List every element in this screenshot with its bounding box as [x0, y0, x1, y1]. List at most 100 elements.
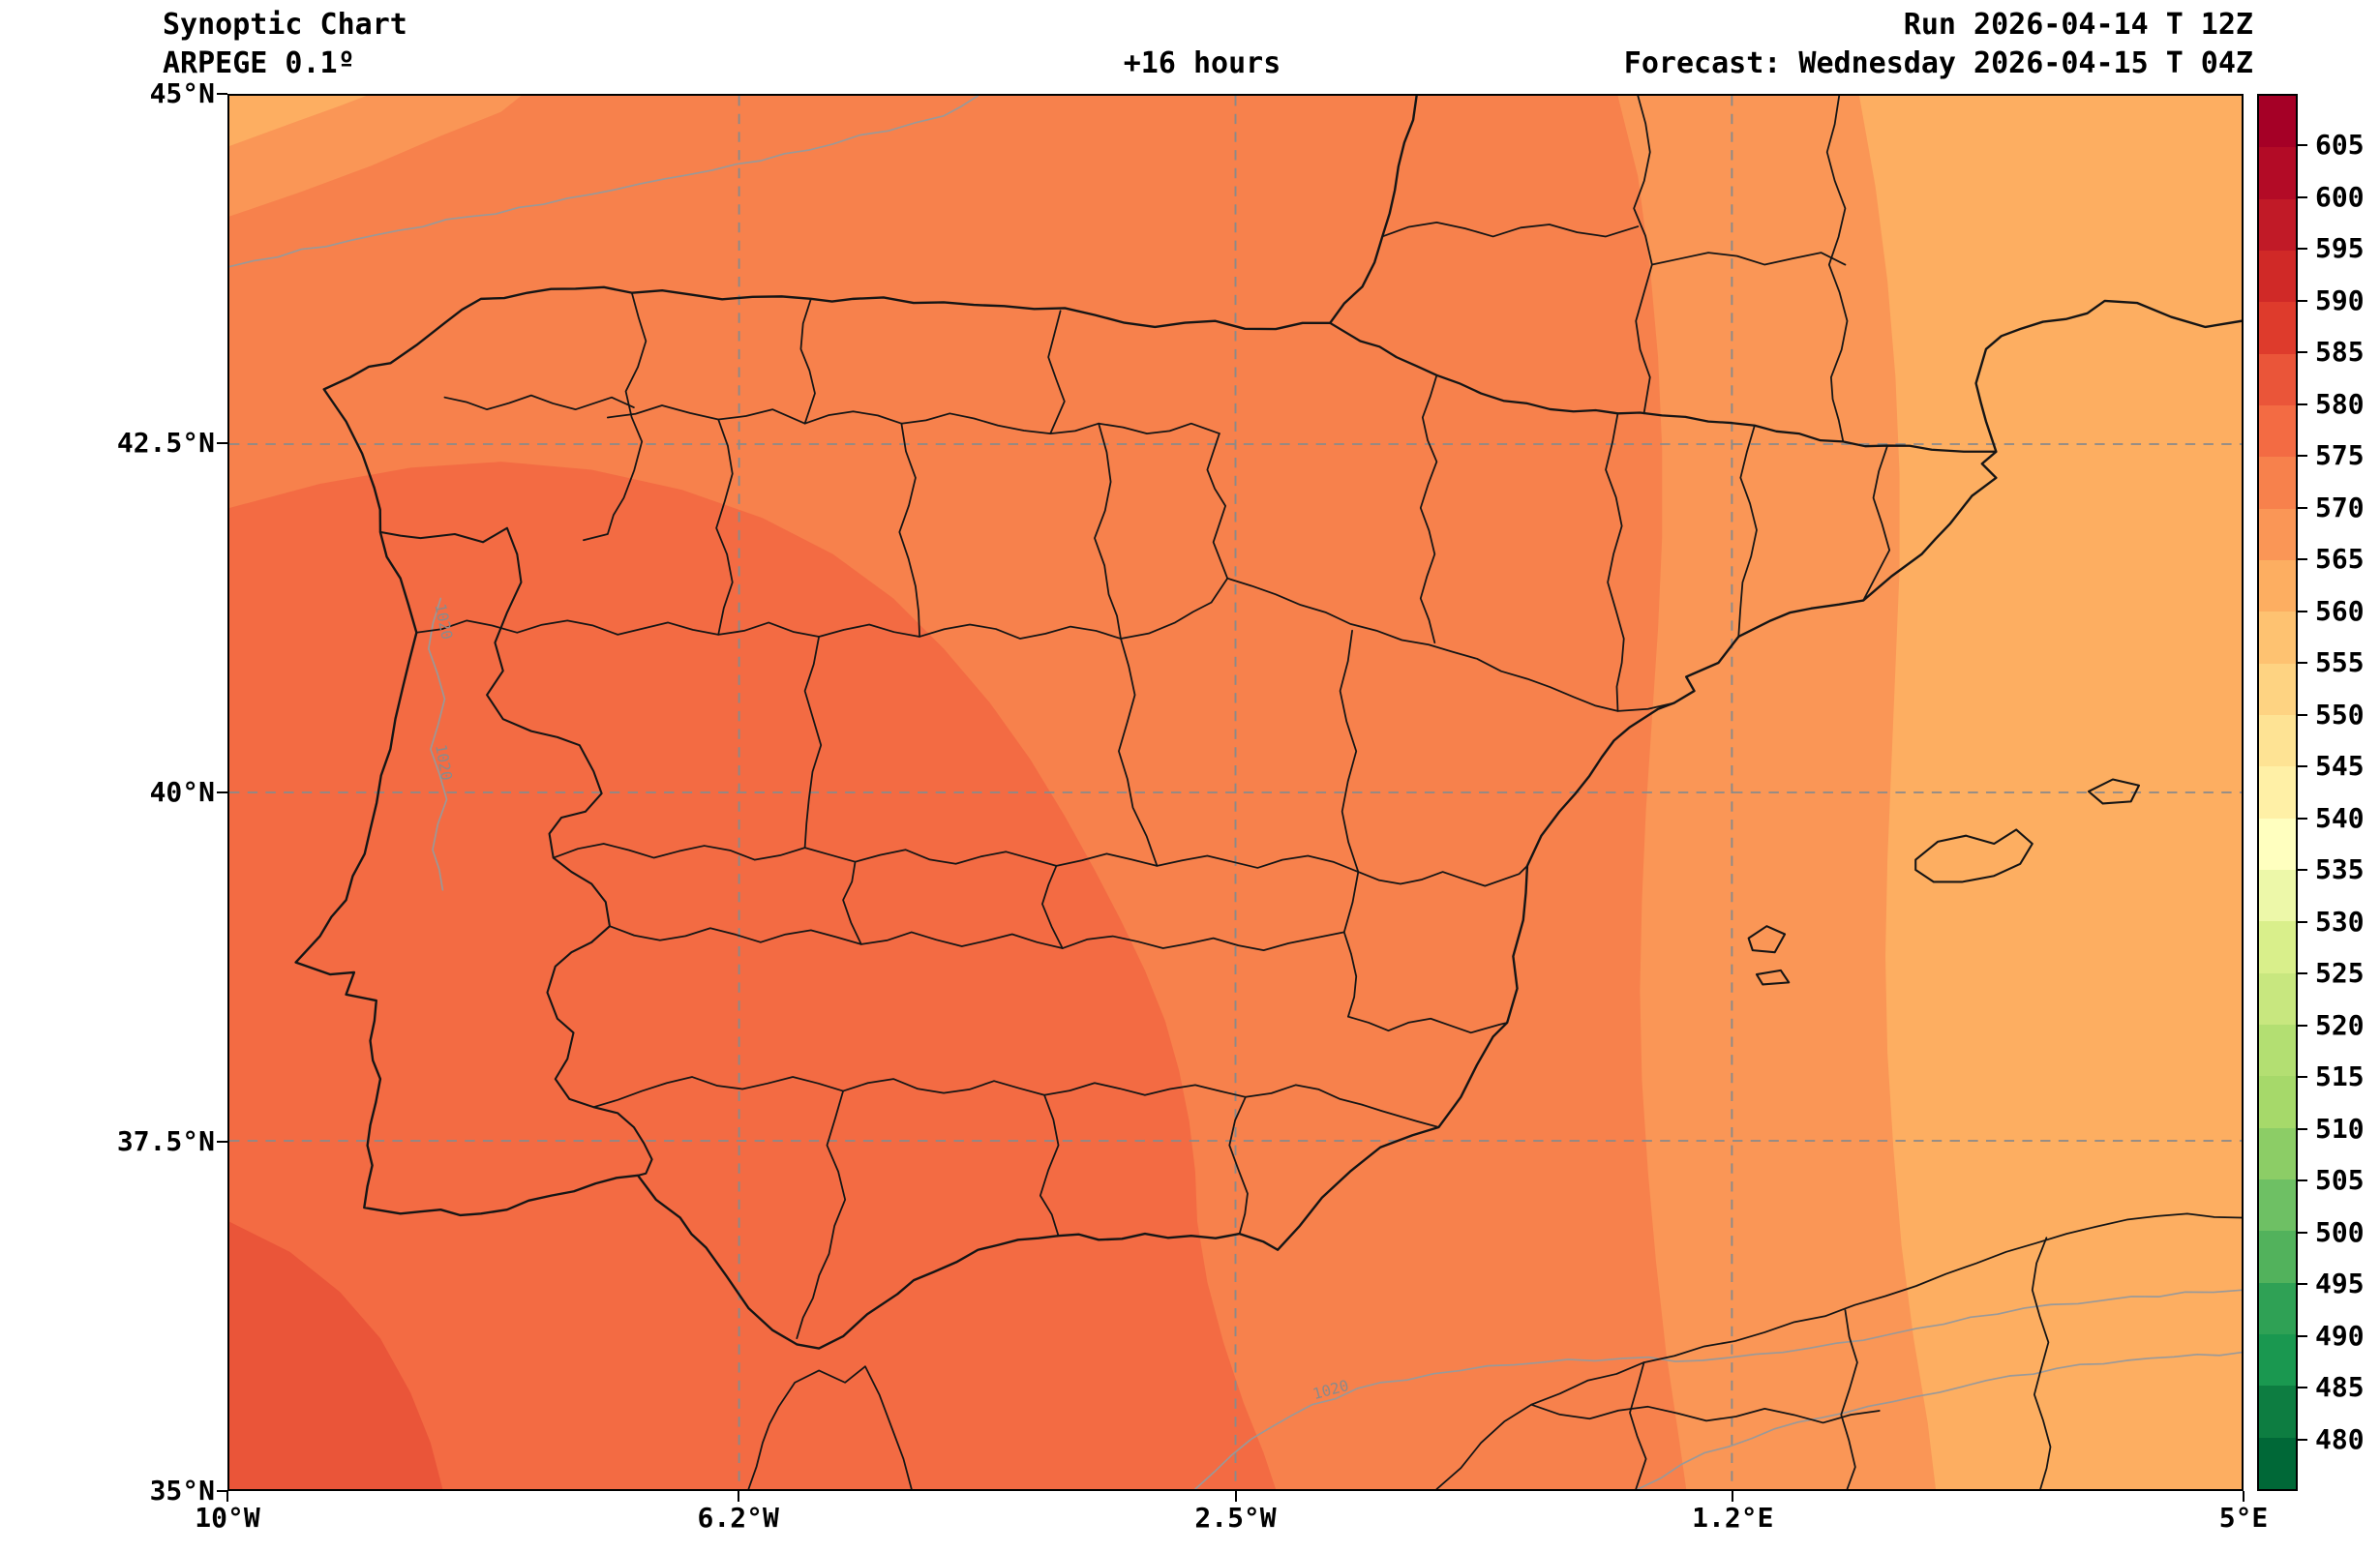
run-label: Run 2026-04-14 T 12Z [1903, 8, 2253, 42]
colorbar-segment [2259, 921, 2296, 973]
isobar-lines [229, 96, 2242, 1489]
colorbar-tick-label: 545 [2315, 750, 2365, 783]
province-boundary [1381, 222, 1640, 238]
colorbar-tick-mark [2298, 403, 2307, 405]
colorbar-segment [2259, 1076, 2296, 1128]
colorbar-segment [2259, 1333, 2296, 1387]
colorbar-tick-label: 515 [2315, 1060, 2365, 1093]
province-borders [294, 96, 2242, 1489]
colorbar-tick-mark [2298, 144, 2307, 147]
province-boundary [1347, 1015, 1509, 1034]
province-boundary [747, 1365, 913, 1489]
x-axis-tick-label: 1.2°E [1692, 1502, 1774, 1534]
colorbar-tick-label: 585 [2315, 336, 2365, 369]
forecast-label: Forecast: Wednesday 2026-04-15 T 04Z [1623, 46, 2253, 80]
colorbar-tick-label: 490 [2315, 1319, 2365, 1352]
province-boundary [1633, 96, 1653, 415]
province-boundary [715, 418, 734, 636]
colorbar-tick-mark [2298, 506, 2307, 509]
colorbar-tick-label: 500 [2315, 1215, 2365, 1248]
colorbar-segment [2259, 250, 2296, 303]
gridlines [229, 96, 2242, 1489]
y-axis-tick-mark [217, 791, 227, 793]
colorbar-segment [2259, 818, 2296, 870]
province-boundary [1825, 96, 1849, 443]
france-spain-border [1329, 321, 1998, 453]
colorbar-segment [2259, 404, 2296, 458]
colorbar-segment [2259, 1127, 2296, 1179]
colorbar-tick-mark [2298, 558, 2307, 561]
province-boundary [1094, 422, 1122, 640]
province-boundary [443, 394, 635, 411]
island-coastline [2087, 778, 2141, 805]
y-axis-tick-label: 37.5°N [116, 1125, 215, 1157]
province-boundary [415, 577, 1229, 640]
colorbar-tick-label: 605 [2315, 129, 2365, 162]
province-boundary [1629, 1361, 1647, 1489]
colorbar-segment [2259, 1179, 2296, 1232]
colorbar-segment [2259, 663, 2296, 715]
isobar-line [1637, 1351, 2242, 1489]
colorbar-tick-label: 535 [2315, 853, 2365, 886]
colorbar-segment [2259, 1437, 2296, 1489]
colorbar-tick-mark [2298, 1127, 2307, 1130]
province-boundary [609, 925, 1345, 951]
colorbar-tick-mark [2298, 972, 2307, 975]
lead-time-label: +16 hours [1123, 46, 1281, 80]
province-boundary [1047, 310, 1066, 434]
colorbar-tick-mark [2298, 662, 2307, 665]
province-boundary [1840, 1309, 1858, 1489]
colorbar-tick-mark [2298, 1438, 2307, 1441]
province-boundary [1118, 638, 1159, 867]
colorbar-segment [2259, 766, 2296, 819]
colorbar-tick-mark [2298, 920, 2307, 923]
x-axis-tick-label: 5°E [2218, 1502, 2269, 1534]
colorbar-segment [2259, 869, 2296, 922]
map-svg: 1020 1020 1020 [229, 96, 2242, 1489]
colorbar-tick-mark [2298, 1283, 2307, 1286]
province-boundary [1357, 864, 1528, 887]
x-axis-tick-label: 2.5°W [1194, 1502, 1277, 1534]
contour-fill-580-585 [229, 1221, 443, 1489]
page-title: Synoptic Chart [163, 8, 407, 42]
colorbar-tick-label: 555 [2315, 646, 2365, 679]
colorbar-segment [2259, 1386, 2296, 1438]
province-boundary [1039, 1093, 1060, 1238]
province-boundary [1041, 864, 1064, 949]
colorbar-tick-mark [2298, 817, 2307, 820]
province-boundary [1339, 629, 1360, 1018]
colorbar-tick-mark [2298, 1387, 2307, 1389]
colorbar-tick-label: 480 [2315, 1422, 2365, 1455]
y-axis-tick-mark [217, 1141, 227, 1143]
island-coastline [1914, 828, 2034, 883]
province-boundary [1435, 1212, 2242, 1489]
colorbar-segment [2259, 198, 2296, 251]
colorbar-tick-mark [2298, 1179, 2307, 1182]
province-boundary [1862, 444, 1891, 602]
colorbar-segment [2259, 1024, 2296, 1077]
island-coastline [1747, 925, 1787, 954]
colorbar-tick-mark [2298, 299, 2307, 302]
colorbar-tick-label: 520 [2315, 1008, 2365, 1041]
province-boundary [1419, 373, 1438, 644]
x-axis-tick-label: 6.2°W [697, 1502, 779, 1534]
colorbar-tick-label: 550 [2315, 698, 2365, 731]
colorbar-tick-label: 595 [2315, 232, 2365, 265]
colorbar-tick-mark [2298, 455, 2307, 458]
isobar-line [427, 597, 448, 891]
province-boundary [1228, 1095, 1249, 1235]
colorbar-tick-label: 575 [2315, 439, 2365, 472]
colorbar-tick-mark [2298, 1334, 2307, 1337]
isobar-line [1194, 1289, 2242, 1489]
y-axis-tick-label: 45°N [149, 77, 215, 109]
province-boundary [2031, 1237, 2052, 1489]
province-boundary [583, 291, 648, 542]
y-axis-tick-mark [217, 93, 227, 95]
colorbar-tick-label: 540 [2315, 801, 2365, 834]
colorbar-tick-mark [2298, 765, 2307, 768]
province-boundary [552, 843, 1360, 873]
colorbar-segment [2259, 353, 2296, 405]
province-boundary [842, 860, 862, 945]
colorbar-tick-label: 570 [2315, 491, 2365, 523]
